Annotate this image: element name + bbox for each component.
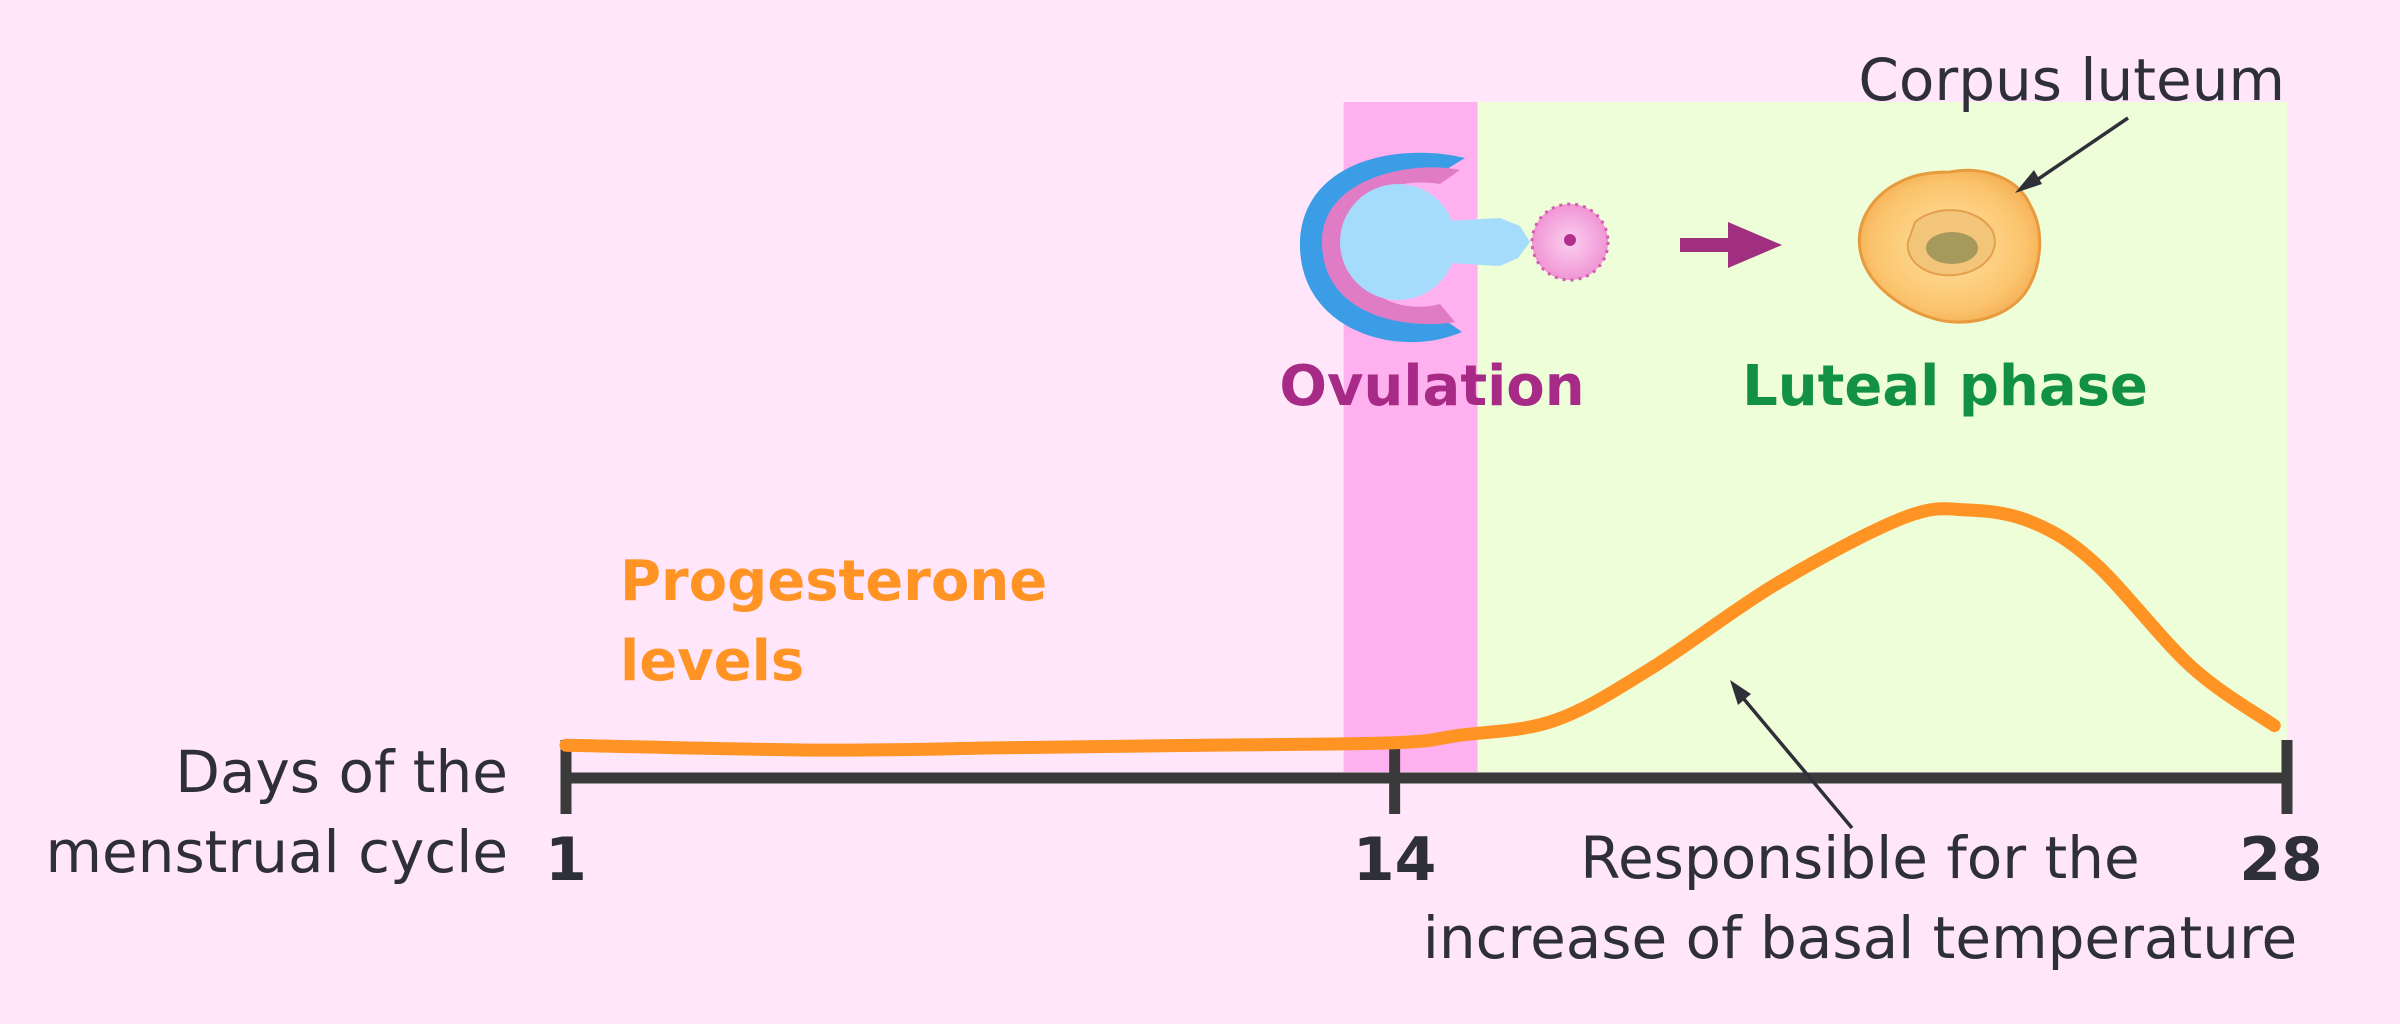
tick-label-14: 14 [1353, 825, 1437, 895]
corpus-luteum-pointer [2015, 116, 2129, 193]
responsible-label-line1: Responsible for the [1580, 824, 2139, 892]
transition-arrow-icon [1680, 222, 1782, 268]
progesterone-curve [559, 502, 2281, 757]
responsible-pointer [1730, 680, 1854, 830]
luteal-phase-label: Luteal phase [1742, 354, 2148, 419]
progesterone-label-line1: Progesterone [620, 549, 1047, 614]
ovulating-follicle-icon [1299, 152, 1530, 343]
x-axis-ticks: 1 14 28 [545, 740, 2323, 895]
axis-title-line2: menstrual cycle [46, 818, 509, 886]
tick-label-1: 1 [545, 825, 587, 895]
corpus-luteum-label: Corpus luteum [1858, 46, 2285, 114]
axis-title-line1: Days of the [175, 738, 508, 806]
responsible-label-line2: increase of basal temperature [1423, 904, 2297, 972]
progesterone-label-line2: levels [620, 629, 804, 694]
released-egg-icon [1530, 202, 1610, 282]
tick-label-28: 28 [2239, 825, 2323, 895]
corpus-luteum-icon [1857, 168, 2042, 324]
ovulation-label: Ovulation [1279, 354, 1584, 419]
